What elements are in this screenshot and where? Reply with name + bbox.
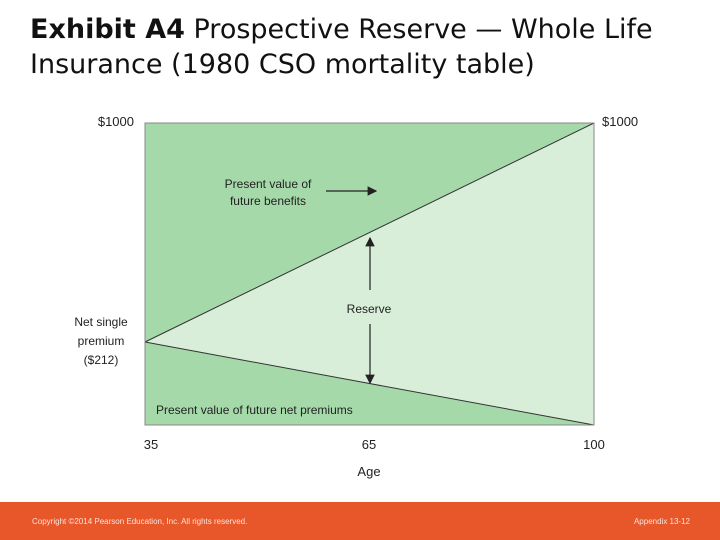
pv-benefits-line bbox=[144, 122, 595, 343]
x-tick-100: 100 bbox=[583, 437, 605, 452]
footer-bar: Copyright ©2014 Pearson Education, Inc. … bbox=[0, 502, 720, 540]
pv-benefits-label-line1: Present value of bbox=[225, 177, 312, 191]
top-right-value: $1000 bbox=[602, 114, 638, 129]
pv-benefits-label-line2: future benefits bbox=[230, 194, 306, 208]
x-tick-35: 35 bbox=[144, 437, 158, 452]
reserve-label: Reserve bbox=[347, 302, 392, 316]
pv-premiums-label: Present value of future net premiums bbox=[156, 403, 353, 417]
copyright-text: Copyright ©2014 Pearson Education, Inc. … bbox=[32, 517, 248, 526]
x-tick-65: 65 bbox=[362, 437, 376, 452]
x-axis-label: Age bbox=[357, 464, 380, 479]
title-text: Prospective Reserve — Whole Life Insuran… bbox=[30, 14, 653, 80]
nsp-label-line1: Net single bbox=[74, 315, 128, 329]
nsp-value: ($212) bbox=[84, 353, 119, 367]
reserve-diagram: $1000 $1000 Net single premium ($212) Pr… bbox=[74, 114, 638, 479]
top-left-value: $1000 bbox=[98, 114, 134, 129]
nsp-label-line2: premium bbox=[78, 334, 125, 348]
exhibit-label: Exhibit A4 bbox=[30, 14, 185, 45]
slide-title: Exhibit A4 Prospective Reserve — Whole L… bbox=[30, 12, 710, 82]
page-number: Appendix 13-12 bbox=[633, 517, 690, 526]
